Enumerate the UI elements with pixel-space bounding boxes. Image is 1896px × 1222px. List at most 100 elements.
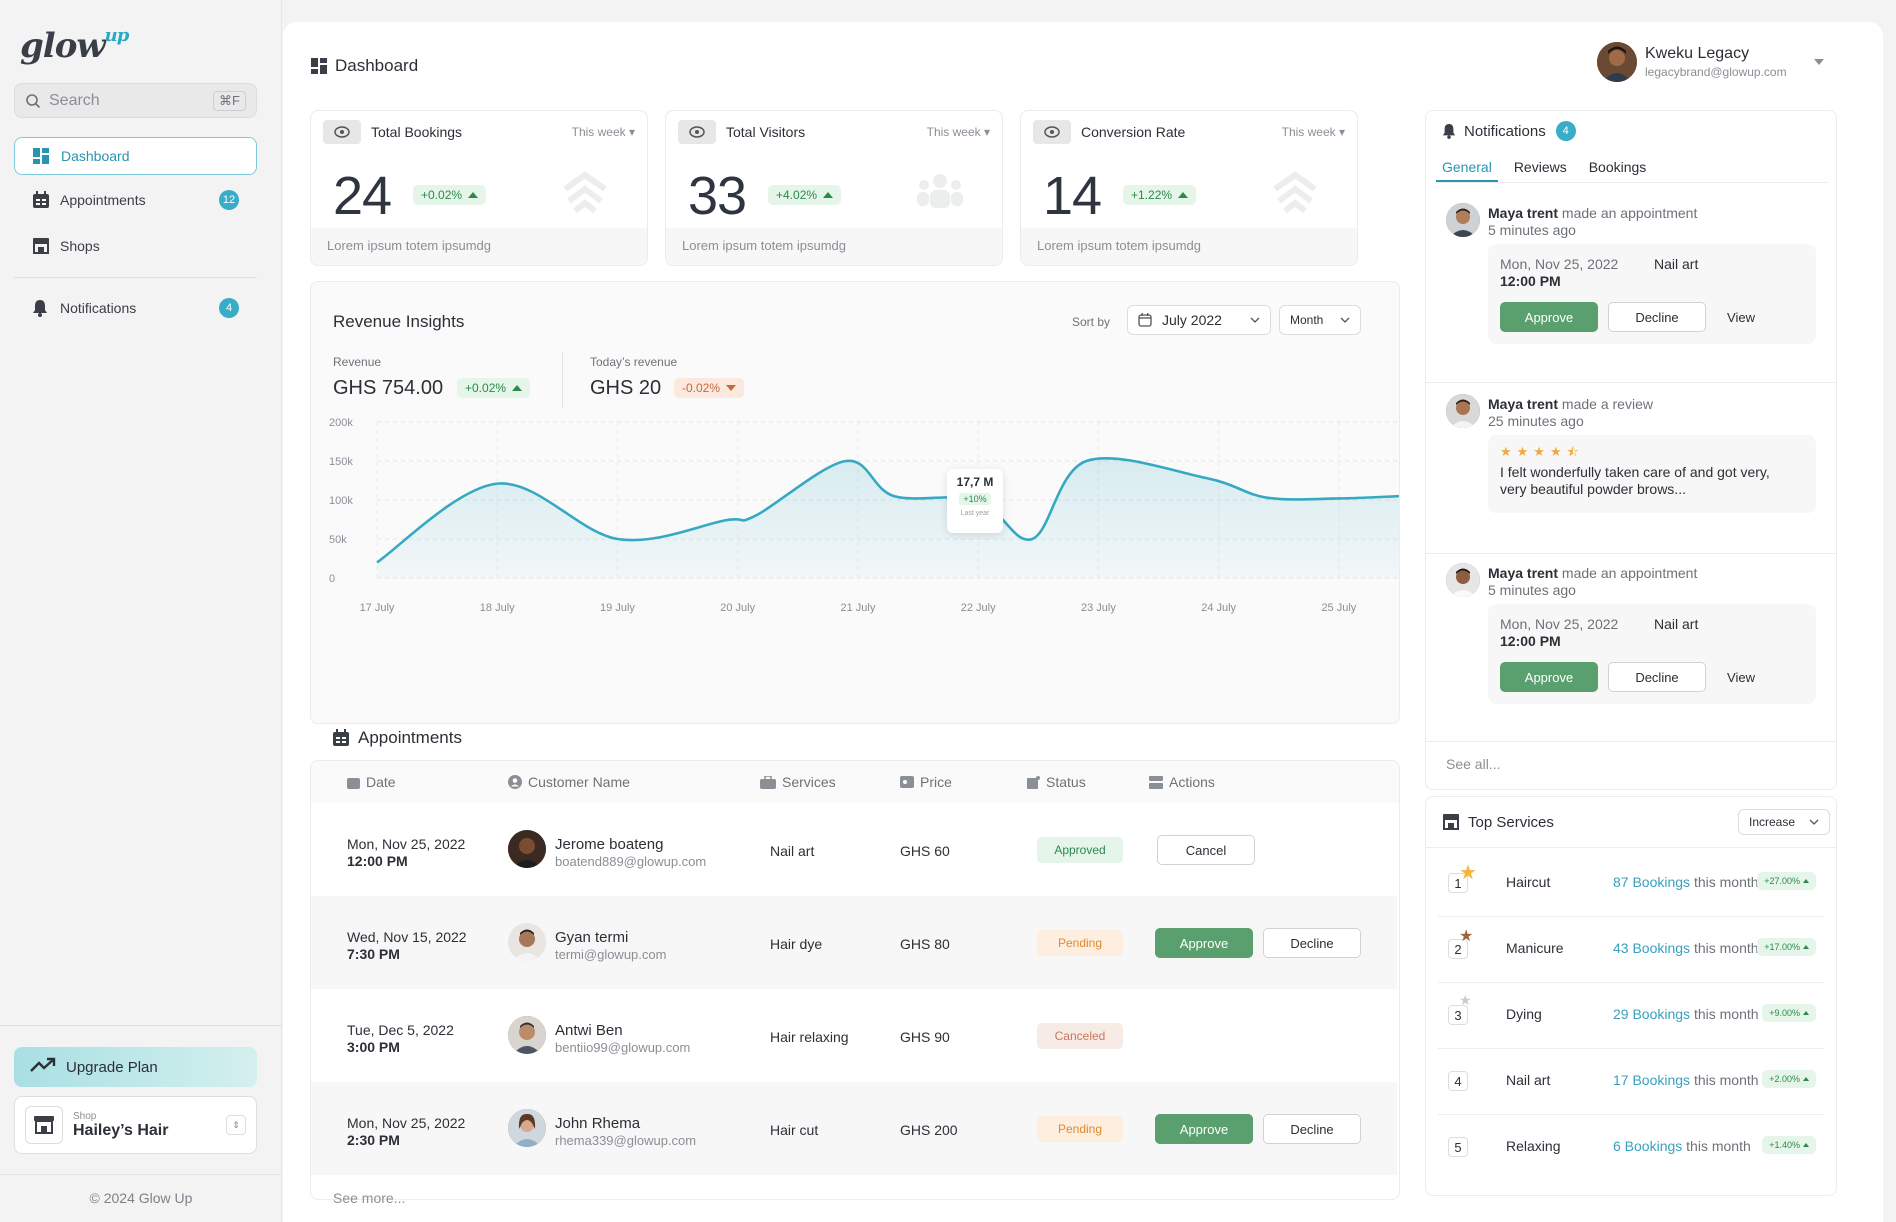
service-item[interactable]: 3 ★ Dying 29 Bookings this month +9.00% [1438, 983, 1824, 1049]
appointment-date: Mon, Nov 25, 2022 [347, 1115, 466, 1131]
column-customer-name[interactable]: Customer Name [508, 761, 630, 803]
column-date[interactable]: Date [347, 761, 396, 803]
gold-star-icon: ★ [1459, 862, 1477, 884]
sidebar-item-label: Notifications [60, 300, 137, 316]
silver-star-icon: ★ [1459, 992, 1472, 1008]
service-rank: 1 [1448, 873, 1468, 893]
decline-button[interactable]: Decline [1263, 1114, 1361, 1144]
column-services[interactable]: Services [760, 761, 836, 803]
appointment-time: 3:00 PM [347, 1039, 400, 1055]
notification-date: Mon, Nov 25, 2022 [1500, 616, 1619, 632]
stat-label: Total Visitors [726, 124, 806, 140]
service-item[interactable]: 2 ★ Manicure 43 Bookings this month +17.… [1438, 917, 1824, 983]
status-badge: Canceled [1037, 1023, 1123, 1049]
stat-note: Lorem ipsum totem ipsumdg [327, 238, 492, 253]
user-name: Kweku Legacy [1645, 45, 1750, 62]
price-tag-icon [900, 776, 914, 788]
sidebar-item-dashboard[interactable]: Dashboard [14, 137, 257, 175]
notification-date: Mon, Nov 25, 2022 [1500, 256, 1619, 272]
approve-button[interactable]: Approve [1500, 302, 1598, 332]
sidebar-item-appointments[interactable]: Appointments 12 [14, 181, 257, 219]
price: GHS 60 [900, 843, 950, 859]
search-shortcut: ⌘F [213, 90, 246, 111]
revenue-area [377, 458, 1399, 578]
stat-card-conversion-rate: Conversion Rate This week ▾ 14 +1.22% Lor… [1020, 110, 1358, 266]
customer-name: Antwi Ben [555, 1022, 623, 1039]
chevron-updown-icon[interactable]: ⇕ [226, 1115, 246, 1135]
notification-user: Maya trent [1488, 565, 1559, 581]
x-tick-label: 21 July [841, 602, 876, 614]
table-header: Date Customer Name Services Price Status… [311, 761, 1399, 803]
approve-button[interactable]: Approve [1155, 928, 1253, 958]
user-menu[interactable]: Kweku Legacy legacybrand@glowup.com [1597, 42, 1825, 82]
see-all-link[interactable]: See all... [1446, 756, 1501, 772]
avatar [508, 923, 546, 961]
avatar [1597, 42, 1637, 82]
appointment-date: Mon, Nov 25, 2022 [347, 836, 466, 852]
upgrade-plan-button[interactable]: Upgrade Plan [14, 1047, 257, 1087]
sidebar-item-notifications[interactable]: Notifications 4 [14, 289, 257, 327]
sort-filter-dropdown[interactable]: Increase [1738, 809, 1830, 835]
search-input[interactable]: Search ⌘F [14, 83, 257, 118]
appointment-date: Wed, Nov 15, 2022 [347, 929, 467, 945]
see-more-link[interactable]: See more... [333, 1190, 406, 1206]
stat-label: Total Bookings [371, 124, 463, 140]
period-dropdown[interactable]: This week ▾ [926, 125, 990, 139]
service-item[interactable]: 5 Relaxing 6 Bookings this month +1.40% [1438, 1115, 1824, 1181]
granularity-value: Month [1290, 313, 1324, 327]
notification-service: Nail art [1654, 256, 1699, 272]
column-price[interactable]: Price [900, 761, 952, 803]
customer-name: John Rhema [555, 1115, 641, 1132]
tab-reviews[interactable]: Reviews [1513, 159, 1567, 175]
revenue-value: GHS 754.00 [333, 377, 444, 399]
revenue-chart[interactable]: 200k 150k 100k 50k 0 17 July 18 July 19 July 20 … [311, 412, 1399, 632]
column-status[interactable]: Status [1027, 761, 1086, 803]
granularity-dropdown[interactable]: Month [1279, 305, 1361, 335]
view-button[interactable]: View [1727, 309, 1755, 325]
column-actions[interactable]: Actions [1149, 761, 1215, 803]
tooltip-change: +10% [959, 493, 991, 505]
top-services-panel: Top Services Increase 1 ★ Haircut 87 Boo… [1425, 796, 1837, 1196]
sidebar-item-shops[interactable]: Shops [14, 227, 257, 265]
service-change-badge: +1.40% [1762, 1136, 1816, 1154]
chart-tooltip: 17,7 M +10% Last year [947, 469, 1003, 533]
stat-value: 33 [688, 166, 747, 226]
notifications-title-text: Notifications [1464, 122, 1546, 140]
top-services-title-text: Top Services [1468, 813, 1554, 831]
chevron-down-icon[interactable] [1813, 58, 1825, 66]
tab-general[interactable]: General [1436, 151, 1498, 182]
brand-logo[interactable]: glowup [20, 24, 129, 66]
chevron-down-icon [1340, 317, 1350, 323]
service-item[interactable]: 4 Nail art 17 Bookings this month +2.00% [1438, 1049, 1824, 1115]
price: GHS 90 [900, 1029, 950, 1045]
service-item[interactable]: 1 ★ Haircut 87 Bookings this month +27.0… [1438, 851, 1824, 917]
today-revenue-change-badge: -0.02% [674, 378, 745, 398]
x-tick-label: 25 July [1321, 602, 1356, 614]
sidebar: glowup Search ⌘F Dashboard Appointments … [0, 0, 282, 1222]
approve-button[interactable]: Approve [1155, 1114, 1253, 1144]
customer-name: Jerome boateng [555, 836, 664, 853]
cancel-button[interactable]: Cancel [1157, 835, 1255, 865]
service-bookings: 29 Bookings [1613, 1006, 1691, 1022]
appointments-count-badge: 12 [219, 190, 239, 210]
notification-action: made an appointment [1561, 205, 1698, 221]
customer-email: boatend889@glowup.com [555, 854, 707, 869]
shop-selector[interactable]: Shop Hailey’s Hair ⇕ [14, 1096, 257, 1154]
calendar-icon [1138, 313, 1152, 327]
view-button[interactable]: View [1727, 669, 1755, 685]
service-rank: 4 [1448, 1071, 1468, 1091]
tab-bookings[interactable]: Bookings [1588, 159, 1647, 175]
status-icon [1027, 775, 1040, 789]
period-dropdown[interactable]: This week ▾ [1281, 125, 1345, 139]
month-picker[interactable]: July 2022 [1127, 305, 1271, 335]
decline-button[interactable]: Decline [1608, 302, 1706, 332]
approve-button[interactable]: Approve [1500, 662, 1598, 692]
decline-button[interactable]: Decline [1608, 662, 1706, 692]
stat-note: Lorem ipsum totem ipsumdg [1037, 238, 1202, 253]
period-dropdown[interactable]: This week ▾ [571, 125, 635, 139]
decline-button[interactable]: Decline [1263, 928, 1361, 958]
service-period: this month [1686, 1138, 1751, 1154]
status-badge: Pending [1037, 930, 1123, 956]
notification-item: Maya trent made a review 25 minutes ago … [1426, 394, 1836, 554]
service-period: this month [1693, 1006, 1759, 1022]
